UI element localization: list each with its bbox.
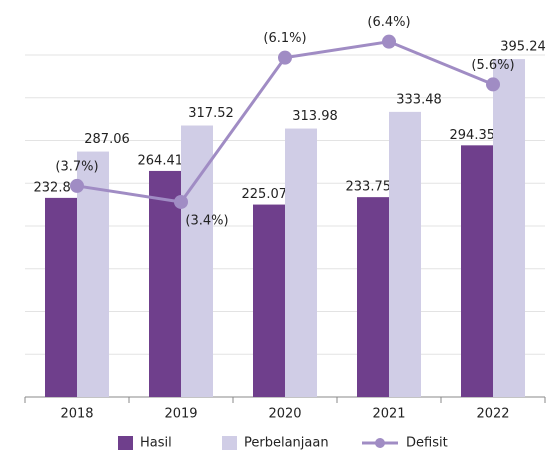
line-label: (3.7%) — [55, 159, 98, 174]
line-point — [70, 178, 84, 193]
legend-swatch — [118, 436, 133, 450]
data-label: 313.98 — [292, 109, 338, 124]
bar — [357, 197, 389, 397]
data-label: 333.48 — [396, 92, 442, 107]
x-tick-label: 2018 — [60, 407, 93, 422]
legend-swatch — [375, 438, 385, 448]
legend-label: Perbelanjaan — [244, 436, 329, 451]
legend-label: Defisit — [406, 436, 448, 451]
data-label: 264.41 — [138, 153, 184, 168]
line-label: (6.1%) — [263, 31, 306, 46]
line-point — [278, 50, 292, 65]
bar — [77, 151, 109, 397]
data-label: 395.24 — [500, 40, 546, 55]
data-label: 317.52 — [188, 106, 234, 121]
line-label: (3.4%) — [185, 213, 228, 228]
bar — [285, 128, 317, 397]
data-label: 232.88 — [34, 180, 80, 195]
bar — [461, 145, 493, 397]
data-label: 233.75 — [346, 180, 392, 195]
bar — [253, 204, 285, 397]
bar — [493, 59, 525, 398]
data-label: 294.35 — [450, 128, 496, 143]
bar — [181, 125, 213, 398]
line-point — [174, 194, 188, 209]
x-tick-label: 2021 — [372, 407, 405, 422]
bar — [149, 170, 181, 397]
bar — [389, 111, 421, 397]
x-tick-label: 2022 — [476, 407, 509, 422]
line-label: (6.4%) — [367, 15, 410, 30]
x-tick-label: 2019 — [164, 407, 197, 422]
data-label: 225.07 — [242, 187, 288, 202]
bar — [45, 197, 77, 397]
legend-swatch — [222, 436, 237, 450]
legend-label: Hasil — [140, 436, 172, 451]
line-point — [486, 77, 500, 92]
data-label: 287.06 — [84, 132, 130, 147]
x-tick-label: 2020 — [268, 407, 301, 422]
line-label: (5.6%) — [471, 58, 514, 73]
line-point — [382, 34, 396, 49]
